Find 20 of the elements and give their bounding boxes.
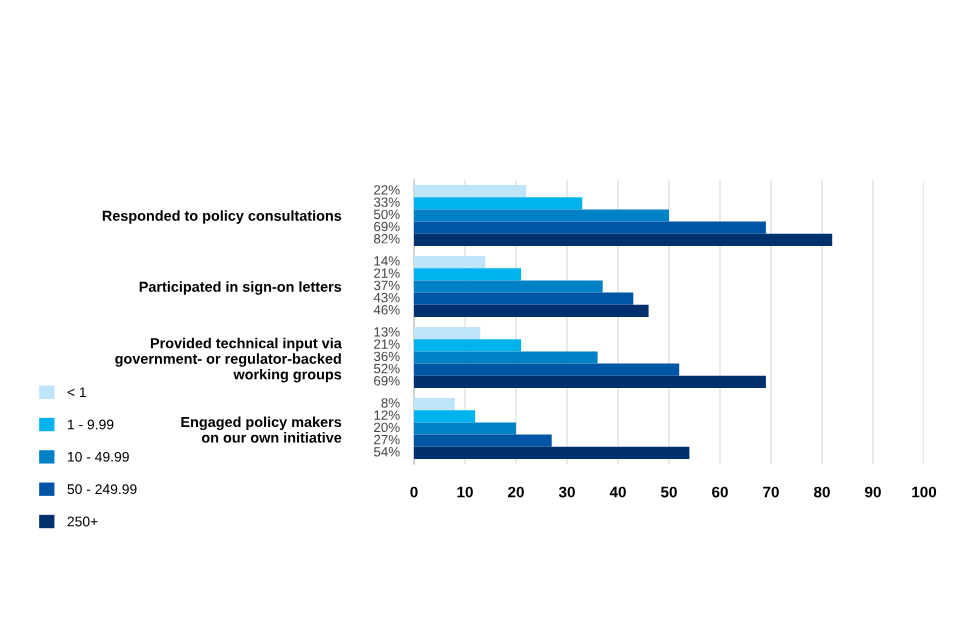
bar	[414, 268, 522, 281]
bar	[414, 375, 766, 389]
bar	[414, 292, 634, 305]
bar	[414, 221, 766, 234]
bar	[414, 363, 680, 376]
bar	[414, 184, 527, 198]
bar	[414, 197, 583, 210]
bar	[414, 255, 486, 269]
bar	[414, 304, 649, 318]
bar	[414, 339, 522, 352]
bar	[414, 446, 690, 460]
bar	[414, 410, 476, 423]
bar	[414, 209, 669, 222]
bar	[414, 326, 481, 340]
bar	[414, 397, 455, 411]
bar	[414, 233, 833, 247]
bar	[414, 422, 516, 435]
bar	[414, 434, 552, 447]
bar	[414, 351, 598, 364]
bar	[414, 280, 603, 293]
